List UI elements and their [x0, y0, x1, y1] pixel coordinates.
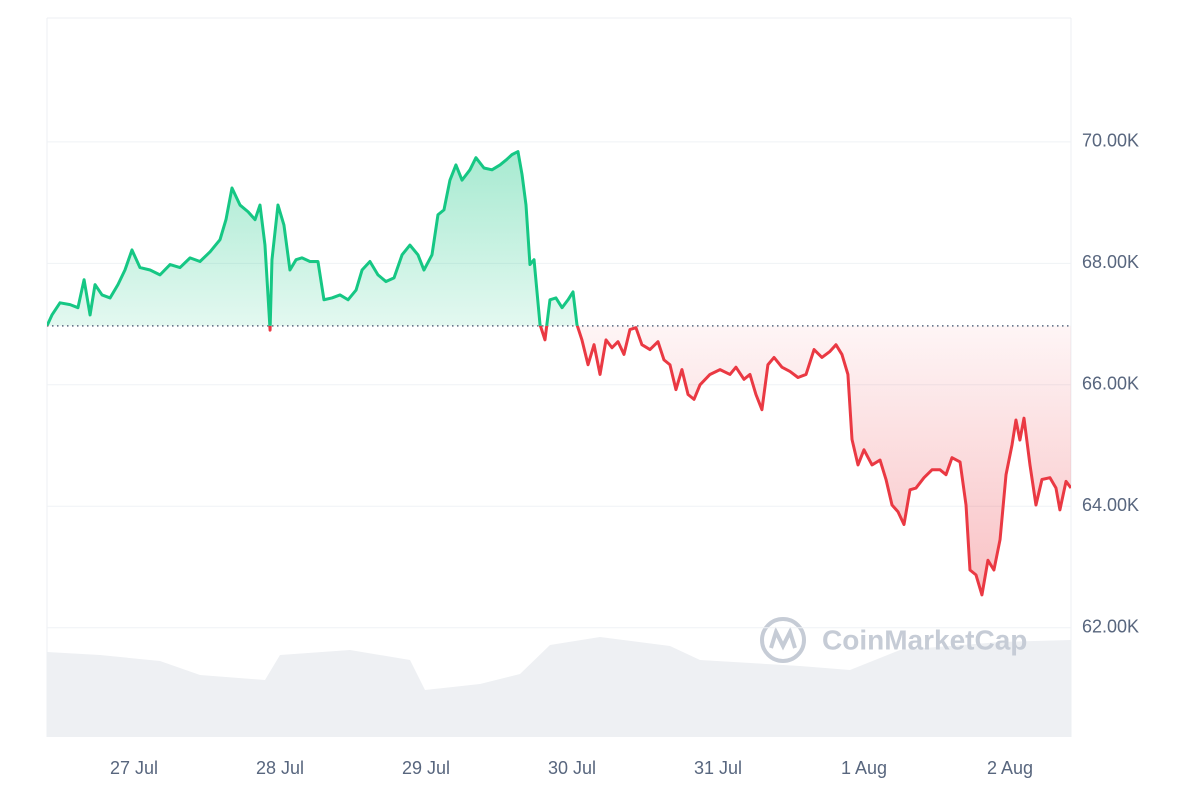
x-tick-label: 1 Aug [841, 758, 887, 778]
y-tick-label: 62.00K [1082, 616, 1139, 636]
y-tick-label: 68.00K [1082, 252, 1139, 272]
x-tick-label: 27 Jul [110, 758, 158, 778]
watermark-logo [760, 617, 806, 663]
price-line-down [47, 325, 1071, 597]
x-tick-label: 28 Jul [256, 758, 304, 778]
y-tick-label: 66.00K [1082, 374, 1139, 394]
x-tick-label: 31 Jul [694, 758, 742, 778]
volume-area [47, 637, 1071, 737]
y-tick-label: 70.00K [1082, 131, 1139, 151]
area-up [47, 151, 578, 326]
watermark: CoinMarketCap [822, 624, 1027, 655]
area-down [47, 325, 1071, 595]
x-tick-label: 30 Jul [548, 758, 596, 778]
price-line-up [47, 150, 579, 326]
x-tick-label: 29 Jul [402, 758, 450, 778]
y-tick-label: 64.00K [1082, 495, 1139, 515]
x-tick-label: 2 Aug [987, 758, 1033, 778]
